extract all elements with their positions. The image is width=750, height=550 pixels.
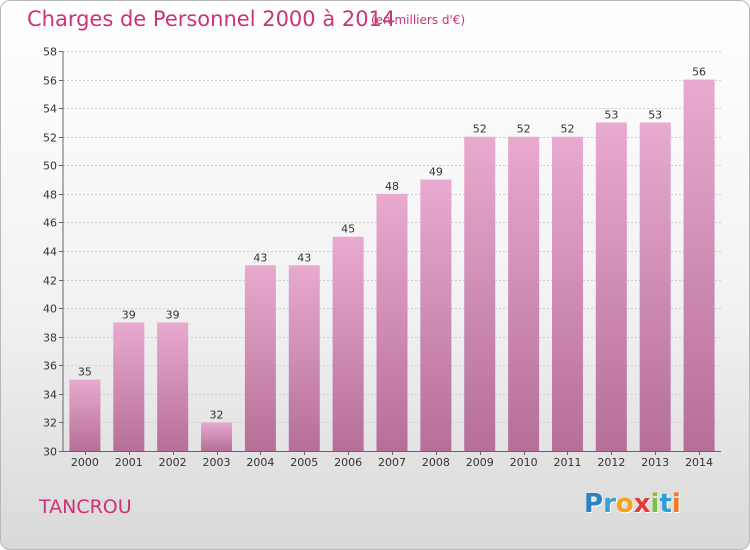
bar [157, 322, 189, 451]
bar [508, 136, 540, 451]
x-axis: 2000 2001 2002 2003 2004 2005 2006 2007 2008 2009… [63, 451, 721, 469]
data-label: 56 [692, 66, 706, 79]
x-tick-label: 2007 [378, 456, 406, 469]
y-tick-label: 54 [43, 103, 57, 116]
y-tick-label: 46 [43, 217, 57, 230]
x-tick-label: 2008 [422, 456, 450, 469]
bar [288, 265, 320, 451]
data-label: 39 [122, 308, 136, 321]
x-tick-label: 2014 [685, 456, 713, 469]
x-tick-label: 2002 [159, 456, 187, 469]
y-tick-label: 52 [43, 132, 57, 145]
y-tick-label: 56 [43, 75, 57, 88]
y-tick-label: 30 [43, 446, 57, 459]
bar [376, 193, 408, 451]
x-tick-label: 2001 [115, 456, 143, 469]
data-label: 39 [166, 308, 180, 321]
x-tick-label: 2005 [290, 456, 318, 469]
bar [332, 236, 364, 451]
bar [639, 122, 671, 451]
chart-title: Charges de Personnel 2000 à 2014 [27, 7, 396, 31]
bar [595, 122, 627, 451]
logo-letter: P [584, 489, 604, 519]
data-label: 53 [604, 108, 618, 121]
data-label: 32 [210, 408, 224, 421]
x-tick-label: 2004 [246, 456, 274, 469]
bar [683, 79, 715, 452]
x-tick-label: 2000 [71, 456, 99, 469]
y-tick-label: 40 [43, 303, 57, 316]
x-tick-label: 2009 [466, 456, 494, 469]
bar [464, 136, 496, 451]
logo-letter: t [659, 489, 672, 519]
x-tick-label: 2012 [597, 456, 625, 469]
bar [201, 422, 233, 451]
logo-letter: x [633, 489, 651, 519]
x-tick-label: 2011 [553, 456, 581, 469]
proxiti-logo: Proxiti [584, 489, 681, 519]
chart-subtitle: (en milliers d'€) [371, 13, 466, 27]
y-tick-label: 44 [43, 246, 57, 259]
y-tick-label: 58 [43, 46, 57, 59]
data-label: 52 [560, 123, 574, 136]
logo-letter: i [671, 489, 681, 519]
data-label: 52 [473, 123, 487, 136]
y-tick-label: 50 [43, 160, 57, 173]
commune-name: TANCROU [39, 496, 132, 518]
logo-letter: o [615, 489, 634, 519]
y-tick-label: 34 [43, 389, 57, 402]
data-label: 43 [297, 251, 311, 264]
data-label: 43 [253, 251, 267, 264]
logo-letter: r [603, 489, 616, 519]
bar [551, 136, 583, 451]
y-axis: 30 32 34 36 38 40 42 44 46 48 50 52 54 56 58 [43, 46, 64, 459]
data-label: 45 [341, 223, 355, 236]
data-label: 49 [429, 166, 443, 179]
data-label: 35 [78, 366, 92, 379]
data-label: 53 [648, 108, 662, 121]
x-tick-label: 2010 [510, 456, 538, 469]
data-label: 52 [517, 123, 531, 136]
x-tick-label: 2013 [641, 456, 669, 469]
bars: 35 39 39 32 43 43 45 48 49 52 52 52 53 53 56 [69, 66, 715, 452]
x-tick-label: 2006 [334, 456, 362, 469]
bar [244, 265, 276, 451]
y-tick-label: 38 [43, 332, 57, 345]
x-tick-label: 2003 [203, 456, 231, 469]
logo-letter: i [650, 489, 660, 519]
y-tick-label: 48 [43, 189, 57, 202]
y-tick-label: 36 [43, 360, 57, 373]
y-tick-label: 32 [43, 417, 57, 430]
data-label: 48 [385, 180, 399, 193]
bar [69, 379, 101, 451]
bar [420, 179, 452, 452]
bar [113, 322, 145, 451]
y-tick-label: 42 [43, 275, 57, 288]
